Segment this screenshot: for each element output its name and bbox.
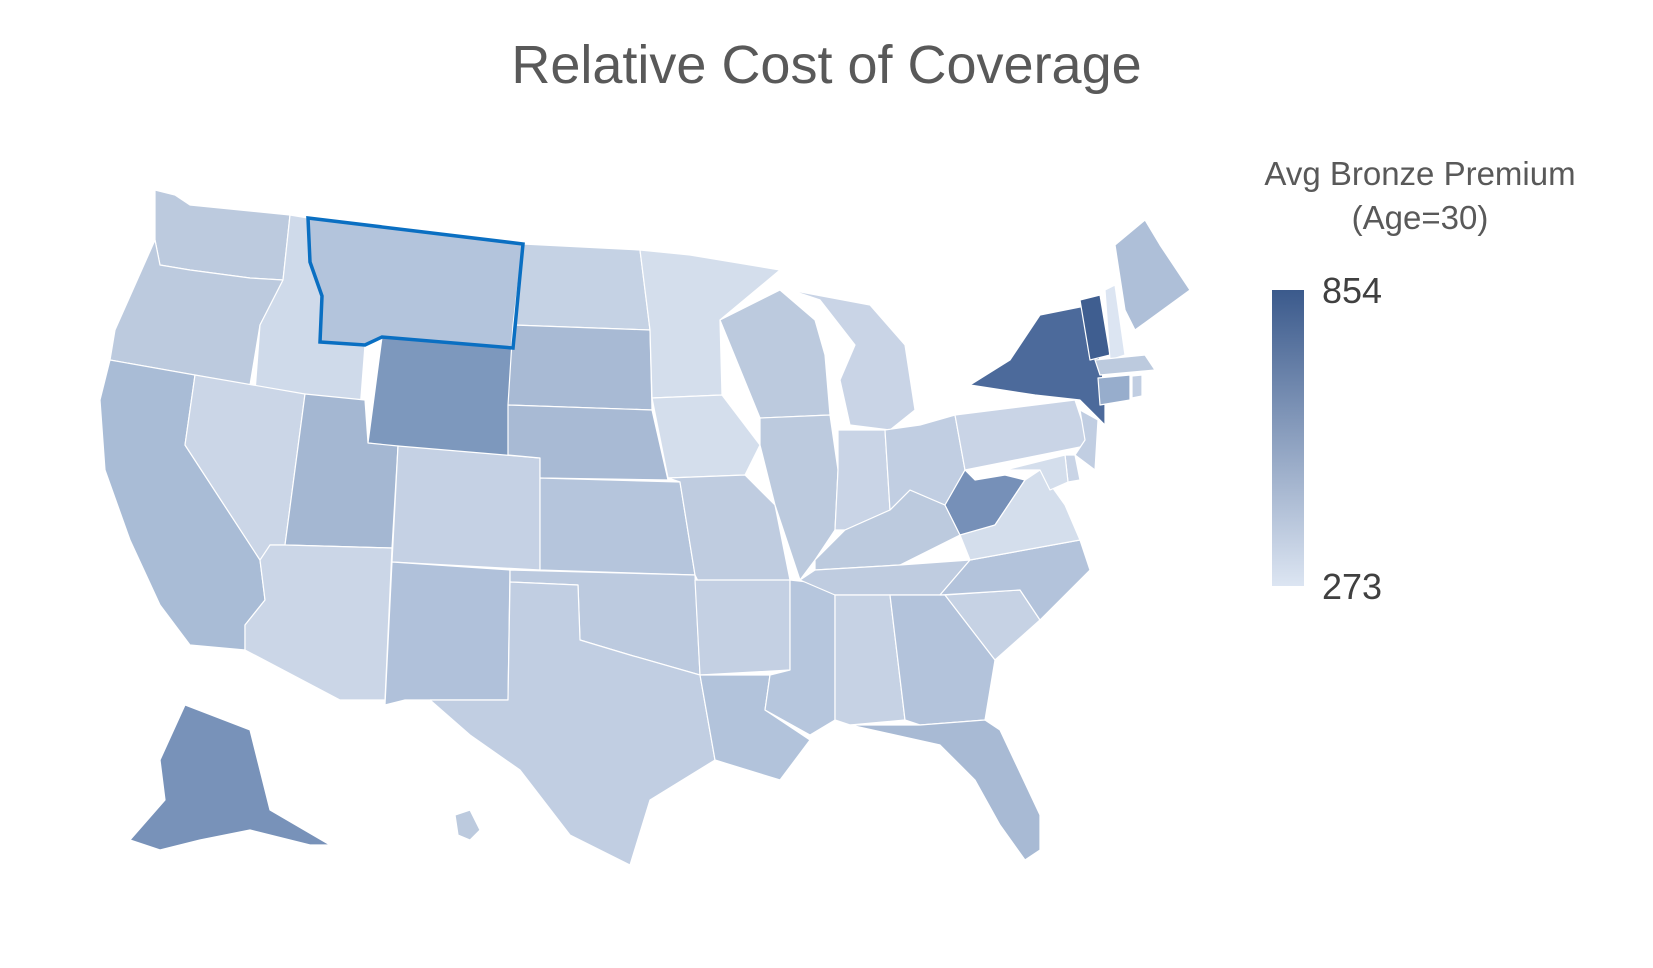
state-ME[interactable]: [1114, 219, 1191, 331]
state-WI[interactable]: [719, 289, 831, 419]
state-NM[interactable]: [384, 561, 511, 706]
state-AZ[interactable]: [244, 544, 393, 701]
state-SD[interactable]: [507, 324, 653, 411]
state-AR[interactable]: [694, 579, 791, 676]
state-CO[interactable]: [391, 445, 541, 571]
highlighted-state-outline: [306, 216, 525, 350]
state-AK[interactable]: [129, 704, 331, 851]
map-title: Relative Cost of Coverage: [511, 35, 1142, 95]
legend-min-label: 273: [1322, 566, 1383, 607]
state-ND[interactable]: [512, 243, 651, 331]
legend-color-scale: [1272, 290, 1304, 586]
state-IA[interactable]: [651, 394, 761, 479]
state-MI[interactable]: [789, 289, 916, 431]
highlight-outline-MT: [306, 216, 525, 350]
state-CT[interactable]: [1097, 374, 1131, 406]
state-WY[interactable]: [367, 336, 514, 464]
state-MN[interactable]: [639, 249, 781, 399]
state-MT[interactable]: [307, 217, 524, 349]
states-layer: [99, 189, 1191, 866]
state-AL[interactable]: [834, 594, 906, 726]
state-HI[interactable]: [454, 809, 481, 841]
state-MD[interactable]: [1004, 454, 1069, 491]
legend-max-label: 854: [1322, 270, 1383, 311]
state-WA[interactable]: [154, 189, 291, 281]
state-NJ[interactable]: [1074, 409, 1099, 471]
state-RI[interactable]: [1131, 374, 1143, 399]
state-TX[interactable]: [429, 581, 716, 866]
state-MA[interactable]: [1094, 354, 1156, 376]
state-NH[interactable]: [1104, 284, 1126, 361]
legend-title-line1: Avg Bronze Premium: [1264, 155, 1576, 192]
legend-title-line2: (Age=30): [1351, 199, 1489, 236]
legend-title: Avg Bronze Premium (Age=30): [1230, 152, 1610, 240]
state-KS[interactable]: [539, 477, 696, 576]
state-FL[interactable]: [849, 719, 1041, 861]
